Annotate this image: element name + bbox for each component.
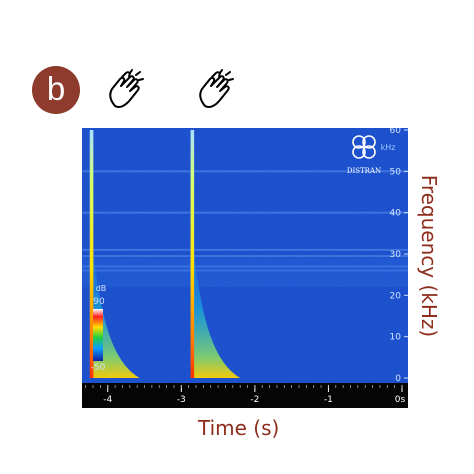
y-axis-unit: kHz <box>381 143 396 152</box>
y-tick-label: 60 <box>390 128 402 136</box>
noise-region <box>82 258 408 288</box>
y-tick-label: 20 <box>390 291 402 301</box>
x-axis-label: Time (s) <box>198 416 280 440</box>
x-tick-label: -3 <box>177 395 186 405</box>
noise-band <box>82 211 408 214</box>
y-tick-label: 40 <box>390 209 402 219</box>
colorbar-gradient <box>93 309 103 361</box>
clap-events <box>89 130 241 378</box>
spectrogram-noise <box>82 128 408 383</box>
colorbar-unit: dB <box>96 284 107 293</box>
y-tick-label: 30 <box>390 250 402 260</box>
noise-band <box>82 269 408 272</box>
y-tick-label: 50 <box>390 167 402 177</box>
distran-logo: DISTRAN <box>347 135 381 175</box>
clap-ridge <box>190 130 195 378</box>
svg-text:DISTRAN: DISTRAN <box>347 167 381 175</box>
clap-decay-tail <box>91 237 140 378</box>
noise-bands <box>82 170 408 288</box>
noise-band <box>82 248 408 251</box>
x-tick-label: -4 <box>103 395 112 405</box>
spectrogram-chart: -4 -3 -2 -1 0s 0 10 20 30 40 50 60 kHz DISTRAN dB … <box>82 128 408 408</box>
x-tick-label: -1 <box>324 395 333 405</box>
x-tick-label: 0s <box>395 395 406 405</box>
time-axis-strip <box>82 383 408 408</box>
noise-band <box>82 265 408 268</box>
x-axis-ticks: -4 -3 -2 -1 0s <box>85 385 406 405</box>
colorbar-max-label: 90 <box>93 297 105 307</box>
noise-band <box>82 255 408 258</box>
y-tick-label: 0 <box>395 374 401 384</box>
clap-ridge <box>89 130 94 378</box>
y-axis-label: Frequency (kHz) <box>417 174 441 338</box>
y-axis-ticks: 0 10 20 30 40 50 60 <box>390 128 408 384</box>
y-tick-label: 10 <box>390 333 402 343</box>
clapping-hands-icon <box>199 69 234 109</box>
colorbar: dB 90 -50 <box>91 284 107 373</box>
clap-decay-tail <box>192 237 241 378</box>
clapping-hands-icon <box>109 69 144 109</box>
x-tick-label: -2 <box>250 395 259 405</box>
noise-band <box>82 170 408 173</box>
panel-label-badge: b <box>32 66 80 114</box>
colorbar-min-label: -50 <box>91 363 106 373</box>
